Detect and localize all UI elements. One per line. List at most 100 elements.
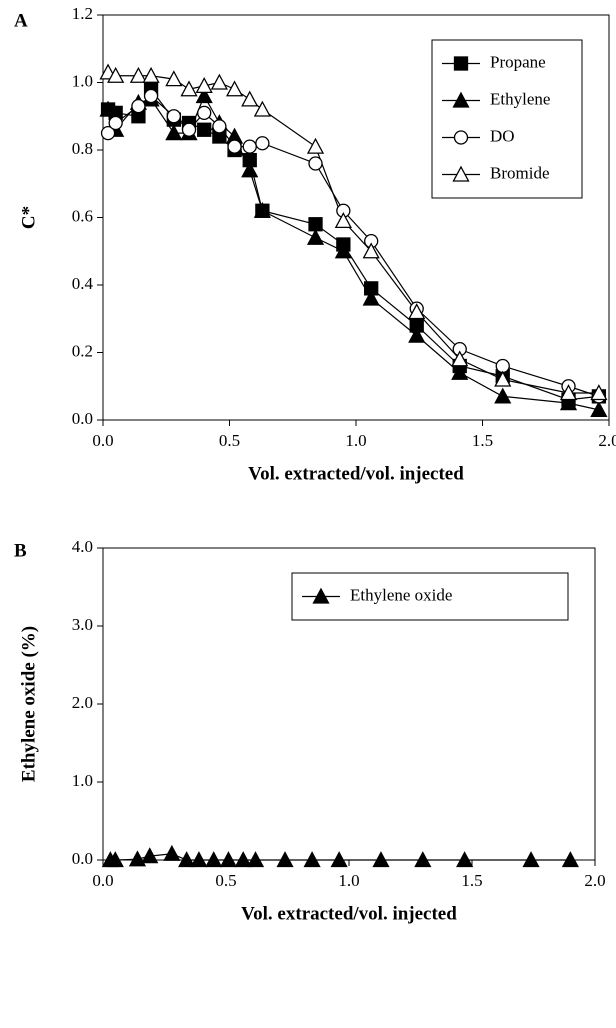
- data-point: [165, 124, 183, 141]
- data-point: [143, 88, 159, 104]
- x-axis-title: Vol. extracted/vol. injected: [248, 463, 464, 484]
- data-point: [494, 387, 512, 404]
- data-point: [590, 400, 608, 418]
- legend-marker: [452, 165, 470, 182]
- legend-marker: [452, 91, 470, 108]
- x-tick-label: 0.0: [92, 431, 113, 450]
- data-point: [559, 384, 578, 401]
- data-point: [197, 122, 212, 137]
- data-point: [303, 851, 321, 868]
- data-point: [408, 303, 426, 320]
- data-point: [128, 850, 147, 867]
- data-point: [210, 73, 228, 90]
- x-tick-label: 1.0: [338, 871, 359, 890]
- x-axis-title: Vol. extracted/vol. injected: [241, 903, 457, 924]
- legend-label: Ethylene oxide: [350, 585, 452, 604]
- data-point: [306, 137, 325, 154]
- data-point: [242, 139, 257, 154]
- data-point: [590, 384, 608, 401]
- data-point: [219, 851, 238, 868]
- y-tick-label: 0.8: [72, 139, 93, 158]
- data-point: [456, 851, 474, 868]
- data-point: [234, 851, 252, 868]
- y-tick-label: 3.0: [72, 615, 93, 634]
- data-point: [205, 851, 223, 868]
- legend-label: DO: [490, 126, 515, 145]
- data-point: [451, 350, 469, 367]
- data-point: [212, 119, 227, 134]
- data-point: [495, 358, 510, 374]
- data-point: [227, 139, 242, 154]
- data-point: [195, 76, 213, 94]
- data-point: [308, 217, 323, 232]
- legend-marker: [312, 587, 330, 604]
- data-point: [129, 66, 148, 83]
- data-point: [276, 851, 294, 868]
- legend-label: Propane: [490, 52, 546, 71]
- data-point: [241, 90, 259, 107]
- data-point: [180, 80, 198, 97]
- data-point: [451, 363, 469, 380]
- y-axis-title: Ethylene oxide (%): [18, 626, 39, 782]
- data-point: [334, 242, 352, 259]
- data-point: [255, 136, 270, 151]
- data-point: [166, 109, 181, 124]
- data-point: [414, 851, 432, 868]
- y-tick-label: 2.0: [72, 693, 93, 712]
- x-tick-label: 2.0: [598, 431, 616, 450]
- data-point: [131, 98, 146, 114]
- data-point: [308, 156, 323, 171]
- panel-label: A: [14, 10, 28, 31]
- y-tick-label: 4.0: [72, 537, 93, 556]
- data-point: [253, 100, 271, 117]
- data-point: [362, 242, 380, 259]
- data-point: [181, 122, 197, 137]
- y-tick-label: 1.0: [72, 71, 93, 90]
- legend-label: Bromide: [490, 163, 550, 182]
- data-point: [306, 228, 325, 245]
- data-point: [178, 851, 196, 868]
- data-point: [141, 847, 159, 864]
- data-point: [165, 70, 183, 87]
- y-tick-label: 0.0: [72, 409, 93, 428]
- data-point: [100, 125, 116, 141]
- x-tick-label: 0.0: [92, 871, 113, 890]
- data-point: [108, 115, 123, 131]
- x-tick-label: 0.5: [215, 871, 236, 890]
- y-axis-title: C*: [18, 206, 39, 229]
- data-point: [362, 289, 380, 306]
- data-point: [561, 851, 579, 868]
- legend-label: Ethylene: [490, 89, 550, 108]
- data-point: [197, 105, 212, 121]
- data-point: [408, 326, 426, 343]
- data-point: [225, 80, 244, 97]
- data-point: [330, 851, 348, 868]
- data-point: [195, 87, 213, 104]
- x-tick-label: 1.5: [472, 431, 493, 450]
- y-tick-label: 0.2: [72, 341, 93, 360]
- data-point: [372, 851, 390, 868]
- data-point: [163, 844, 181, 861]
- y-tick-label: 0.4: [72, 274, 94, 293]
- x-tick-label: 0.5: [219, 431, 240, 450]
- data-point: [494, 370, 512, 387]
- y-tick-label: 0.0: [72, 849, 93, 868]
- data-point: [241, 161, 259, 178]
- x-tick-label: 1.0: [345, 431, 366, 450]
- y-tick-label: 1.0: [72, 771, 93, 790]
- x-tick-label: 1.5: [461, 871, 482, 890]
- data-point: [190, 851, 208, 868]
- data-point: [99, 100, 117, 117]
- legend-marker: [453, 56, 469, 71]
- data-point: [107, 66, 125, 83]
- y-tick-label: 1.2: [72, 4, 93, 23]
- x-tick-label: 2.0: [584, 871, 605, 890]
- data-point: [106, 851, 124, 868]
- data-point: [246, 851, 265, 868]
- data-point: [334, 211, 352, 229]
- data-point: [142, 66, 160, 83]
- data-point: [253, 201, 271, 218]
- legend-marker: [453, 130, 469, 145]
- data-point: [522, 851, 540, 868]
